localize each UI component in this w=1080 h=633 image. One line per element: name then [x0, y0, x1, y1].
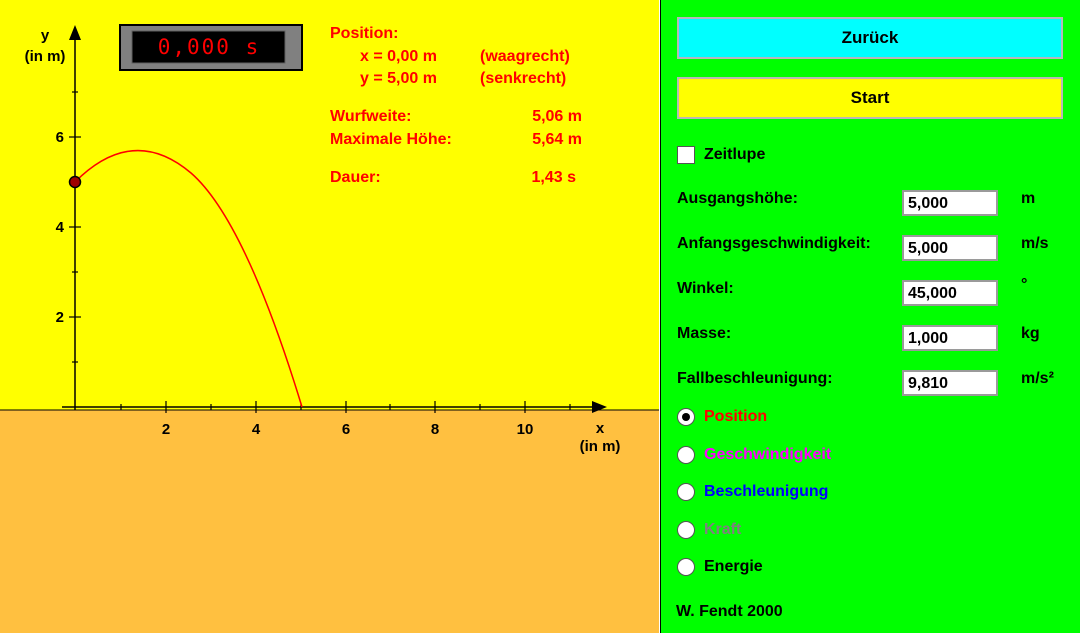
range-value: 5,06 m: [532, 108, 582, 125]
radio-force[interactable]: [677, 521, 695, 539]
y-axis-label: y: [41, 27, 50, 44]
x-tick-label: 4: [252, 421, 261, 438]
field-label-angle: Winkel:: [677, 280, 734, 297]
range-label: Wurfweite:: [330, 108, 411, 125]
radio-position[interactable]: [677, 408, 695, 426]
duration-value: 1,43 s: [532, 169, 577, 186]
y-position-note: (senkrecht): [480, 70, 566, 87]
field-label-initial-speed: Anfangsgeschwindigkeit:: [677, 235, 871, 252]
start-height-input[interactable]: 5,000: [902, 190, 998, 216]
y-axis-unit: (in m): [25, 48, 66, 65]
x-axis-arrow-icon: [592, 401, 607, 413]
field-label-start-height: Ausgangshöhe:: [677, 190, 798, 207]
radio-label-velocity: Geschwindigkeit: [704, 446, 832, 463]
field-label-mass: Masse:: [677, 325, 732, 342]
start-button[interactable]: Start: [677, 77, 1063, 119]
y-tick-label: 6: [56, 129, 64, 146]
radio-label-acceleration: Beschleunigung: [704, 483, 829, 500]
gravity-input[interactable]: 9,810: [902, 370, 998, 396]
projectile-ball: [68, 175, 82, 189]
x-position-note: (waagrecht): [480, 48, 570, 65]
x-tick-label: 10: [517, 421, 534, 438]
x-ticks: [120, 401, 571, 413]
radio-label-position: Position: [704, 408, 768, 425]
duration-label: Dauer:: [330, 169, 381, 186]
mass-unit: kg: [1021, 325, 1040, 342]
max-height-label: Maximale Höhe:: [330, 131, 452, 148]
x-tick-label: 2: [162, 421, 170, 438]
initial-speed-unit: m/s: [1021, 235, 1049, 252]
timer-value: 0,000 s: [158, 35, 261, 59]
x-tick-label: 8: [431, 421, 439, 438]
max-height-value: 5,64 m: [532, 131, 582, 148]
slowmo-label: Zeitlupe: [704, 146, 766, 163]
x-axis-label: x: [596, 420, 605, 437]
radio-velocity[interactable]: [677, 446, 695, 464]
start-height-unit: m: [1021, 190, 1036, 207]
radio-energy[interactable]: [677, 558, 695, 576]
gravity-unit: m/s²: [1021, 370, 1054, 387]
control-panel: Zurück Start Zeitlupe Ausgangshöhe: 5,00…: [660, 0, 1080, 633]
info-readout: Position: x = 0,00 m (waagrecht) y = 5,0…: [330, 25, 582, 186]
y-position-value: y = 5,00 m: [360, 70, 437, 87]
radio-acceleration[interactable]: [677, 483, 695, 501]
x-tick-label: 6: [342, 421, 350, 438]
field-label-gravity: Fallbeschleunigung:: [677, 370, 833, 387]
y-tick-label: 4: [56, 219, 65, 236]
mass-input[interactable]: 1,000: [902, 325, 998, 351]
sky-area: [0, 0, 659, 410]
initial-speed-input[interactable]: 5,000: [902, 235, 998, 261]
angle-input[interactable]: 45,000: [902, 280, 998, 306]
radio-label-force: Kraft: [704, 521, 742, 538]
y-axis-arrow-icon: [69, 25, 81, 40]
trajectory-curve: [74, 149, 303, 408]
position-heading: Position:: [330, 25, 398, 42]
simulation-canvas: 0,000 s y (in m) x (in m) 2 4 6 8 10 2 4…: [0, 0, 659, 633]
radio-label-energy: Energie: [704, 558, 763, 575]
credit-text: W. Fendt 2000: [676, 603, 783, 620]
ground-area: [0, 410, 659, 633]
slowmo-checkbox[interactable]: [677, 146, 695, 164]
x-position-value: x = 0,00 m: [360, 48, 437, 65]
timer-display: 0,000 s: [119, 24, 303, 71]
angle-unit: °: [1021, 276, 1028, 293]
y-tick-label: 2: [56, 309, 64, 326]
back-button[interactable]: Zurück: [677, 17, 1063, 59]
x-axis-unit: (in m): [580, 438, 621, 455]
